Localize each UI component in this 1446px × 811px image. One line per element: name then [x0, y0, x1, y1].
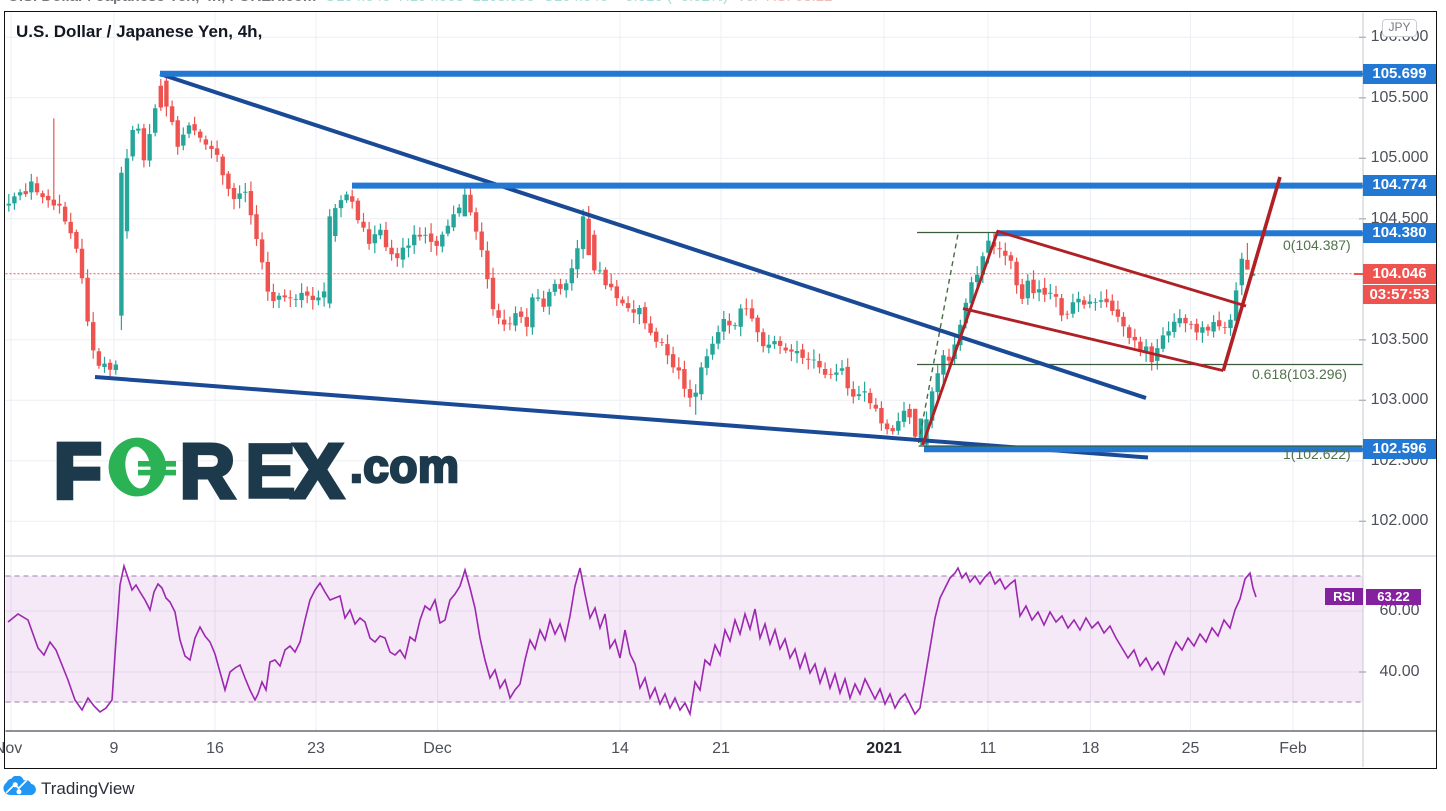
svg-text:F: F — [54, 429, 101, 515]
svg-text:E: E — [245, 429, 296, 515]
svg-text:.com: .com — [350, 440, 459, 492]
svg-text:X: X — [292, 429, 343, 515]
svg-text:R: R — [180, 429, 236, 515]
